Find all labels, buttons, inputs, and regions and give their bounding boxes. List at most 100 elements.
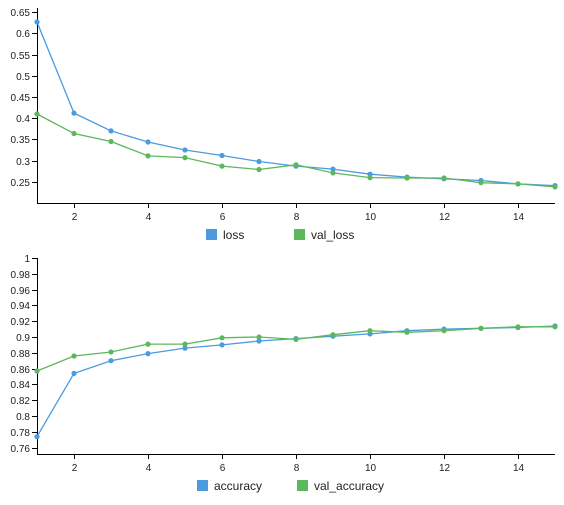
x-tick-label: 14: [513, 463, 525, 474]
data-point-accuracy[interactable]: [71, 370, 77, 376]
data-point-val_accuracy[interactable]: [441, 328, 447, 334]
data-point-loss[interactable]: [330, 166, 336, 172]
y-tick-label: 0.65: [11, 8, 31, 19]
legend-swatch: [197, 480, 208, 491]
data-point-val_loss[interactable]: [441, 175, 447, 181]
y-tick-label: 0.86: [11, 365, 31, 376]
y-tick-label: 0.6: [16, 29, 30, 40]
x-tick-label: 12: [439, 463, 451, 474]
y-tick-label: 0.5: [16, 72, 30, 83]
y-tick-label: 0.84: [11, 380, 31, 391]
x-tick-label: 10: [365, 212, 377, 223]
data-point-accuracy[interactable]: [182, 345, 188, 351]
x-tick-label: 4: [146, 463, 152, 474]
series-val_accuracy: [34, 324, 558, 374]
x-tick-label: 6: [220, 212, 226, 223]
data-point-val_loss[interactable]: [219, 163, 225, 169]
data-point-val_loss[interactable]: [256, 166, 262, 173]
series-val_loss: [34, 111, 558, 190]
legend-item-val_loss[interactable]: val_loss: [294, 228, 354, 242]
legend-label: accuracy: [214, 479, 262, 493]
data-point-accuracy[interactable]: [108, 358, 114, 364]
data-point-val_loss[interactable]: [367, 175, 373, 181]
data-point-val_loss[interactable]: [34, 111, 40, 117]
data-point-val_loss[interactable]: [293, 162, 299, 168]
data-point-val_accuracy[interactable]: [552, 324, 558, 330]
data-point-val_loss[interactable]: [71, 130, 77, 137]
x-ticks: 2 4 6 8 10 12 14: [72, 203, 525, 223]
data-point-val_accuracy[interactable]: [71, 353, 77, 359]
y-tick-label: 0.35: [11, 135, 31, 146]
data-point-loss[interactable]: [108, 128, 114, 134]
data-point-val_accuracy[interactable]: [108, 349, 114, 355]
x-tick-label: 2: [72, 463, 78, 474]
data-point-val_accuracy[interactable]: [515, 324, 521, 330]
legend: accuracy val_accuracy: [197, 479, 384, 493]
y-tick-label: 0.3: [16, 157, 30, 168]
data-point-loss[interactable]: [34, 19, 40, 25]
series-line-val_accuracy: [36, 326, 555, 372]
data-point-val_loss[interactable]: [404, 175, 410, 181]
data-point-val_loss[interactable]: [552, 184, 558, 190]
x-tick-label: 2: [72, 212, 78, 223]
data-point-val_accuracy[interactable]: [293, 336, 299, 342]
x-tick-label: 8: [294, 463, 300, 474]
y-tick-label: 0.55: [11, 51, 31, 62]
data-point-val_accuracy[interactable]: [330, 332, 336, 338]
x-tick-label: 4: [146, 212, 152, 223]
y-tick-label: 0.88: [11, 349, 31, 360]
data-point-val_accuracy[interactable]: [478, 325, 484, 331]
data-point-val_accuracy[interactable]: [404, 329, 410, 335]
y-tick-label: 0.78: [11, 428, 31, 439]
data-point-val_accuracy[interactable]: [145, 341, 151, 347]
y-tick-label: 0.96: [11, 286, 31, 297]
legend-label: val_loss: [311, 228, 354, 242]
data-point-val_loss[interactable]: [515, 181, 521, 187]
data-point-accuracy[interactable]: [256, 338, 262, 344]
series-line-val_loss: [36, 113, 556, 188]
x-tick-label: 14: [513, 212, 525, 223]
series-line-loss: [36, 21, 556, 187]
legend-swatch: [206, 229, 217, 240]
legend-swatch: [294, 229, 305, 240]
legend-item-loss[interactable]: loss: [206, 228, 244, 242]
data-point-accuracy[interactable]: [34, 434, 40, 440]
data-point-val_accuracy[interactable]: [367, 328, 373, 334]
data-point-loss[interactable]: [145, 139, 151, 145]
data-point-val_accuracy[interactable]: [182, 341, 188, 347]
loss-chart: 0.25 0.3 0.35 0.4 0.45 0.5 0.55 0.6 0.65 2 4 6 8 10 12…: [11, 8, 558, 242]
legend-item-val_accuracy[interactable]: val_accuracy: [297, 479, 384, 493]
legend: loss val_loss: [206, 228, 354, 242]
y-ticks: 0.25 0.3 0.35 0.4 0.45 0.5 0.55 0.6 0.65: [11, 8, 37, 189]
x-tick-label: 6: [220, 463, 226, 474]
data-point-val_accuracy[interactable]: [34, 368, 40, 374]
data-point-val_loss[interactable]: [478, 180, 484, 186]
legend-item-accuracy[interactable]: accuracy: [197, 479, 262, 493]
data-point-val_loss[interactable]: [182, 155, 188, 161]
y-tick-label: 0.94: [11, 301, 31, 312]
data-point-accuracy[interactable]: [219, 342, 225, 348]
data-point-val_accuracy[interactable]: [256, 334, 262, 340]
y-tick-label: 0.9: [16, 333, 30, 344]
data-point-loss[interactable]: [219, 152, 225, 159]
legend-label: loss: [223, 228, 244, 242]
x-tick-label: 12: [439, 212, 451, 223]
y-tick-label: 0.4: [16, 114, 30, 125]
data-point-loss[interactable]: [71, 110, 77, 116]
data-point-val_loss[interactable]: [145, 153, 151, 159]
series-line-accuracy: [36, 325, 556, 437]
data-point-loss[interactable]: [182, 147, 188, 153]
y-tick-label: 0.98: [11, 270, 31, 281]
data-point-val_loss[interactable]: [330, 170, 336, 176]
data-point-loss[interactable]: [256, 158, 262, 165]
data-point-val_accuracy[interactable]: [219, 335, 225, 341]
y-tick-label: 0.8: [16, 412, 30, 423]
x-tick-label: 8: [294, 212, 300, 223]
data-point-val_loss[interactable]: [108, 138, 114, 145]
accuracy-chart: 0.76 0.78 0.8 0.82 0.84 0.86 0.88 0.9 0.92 0.94 0.…: [11, 254, 558, 493]
y-tick-label: 0.76: [11, 444, 31, 455]
data-point-accuracy[interactable]: [145, 351, 151, 357]
x-ticks: 2 4 6 8 10 12 14: [72, 454, 525, 474]
y-tick-label: 0.82: [11, 396, 31, 407]
